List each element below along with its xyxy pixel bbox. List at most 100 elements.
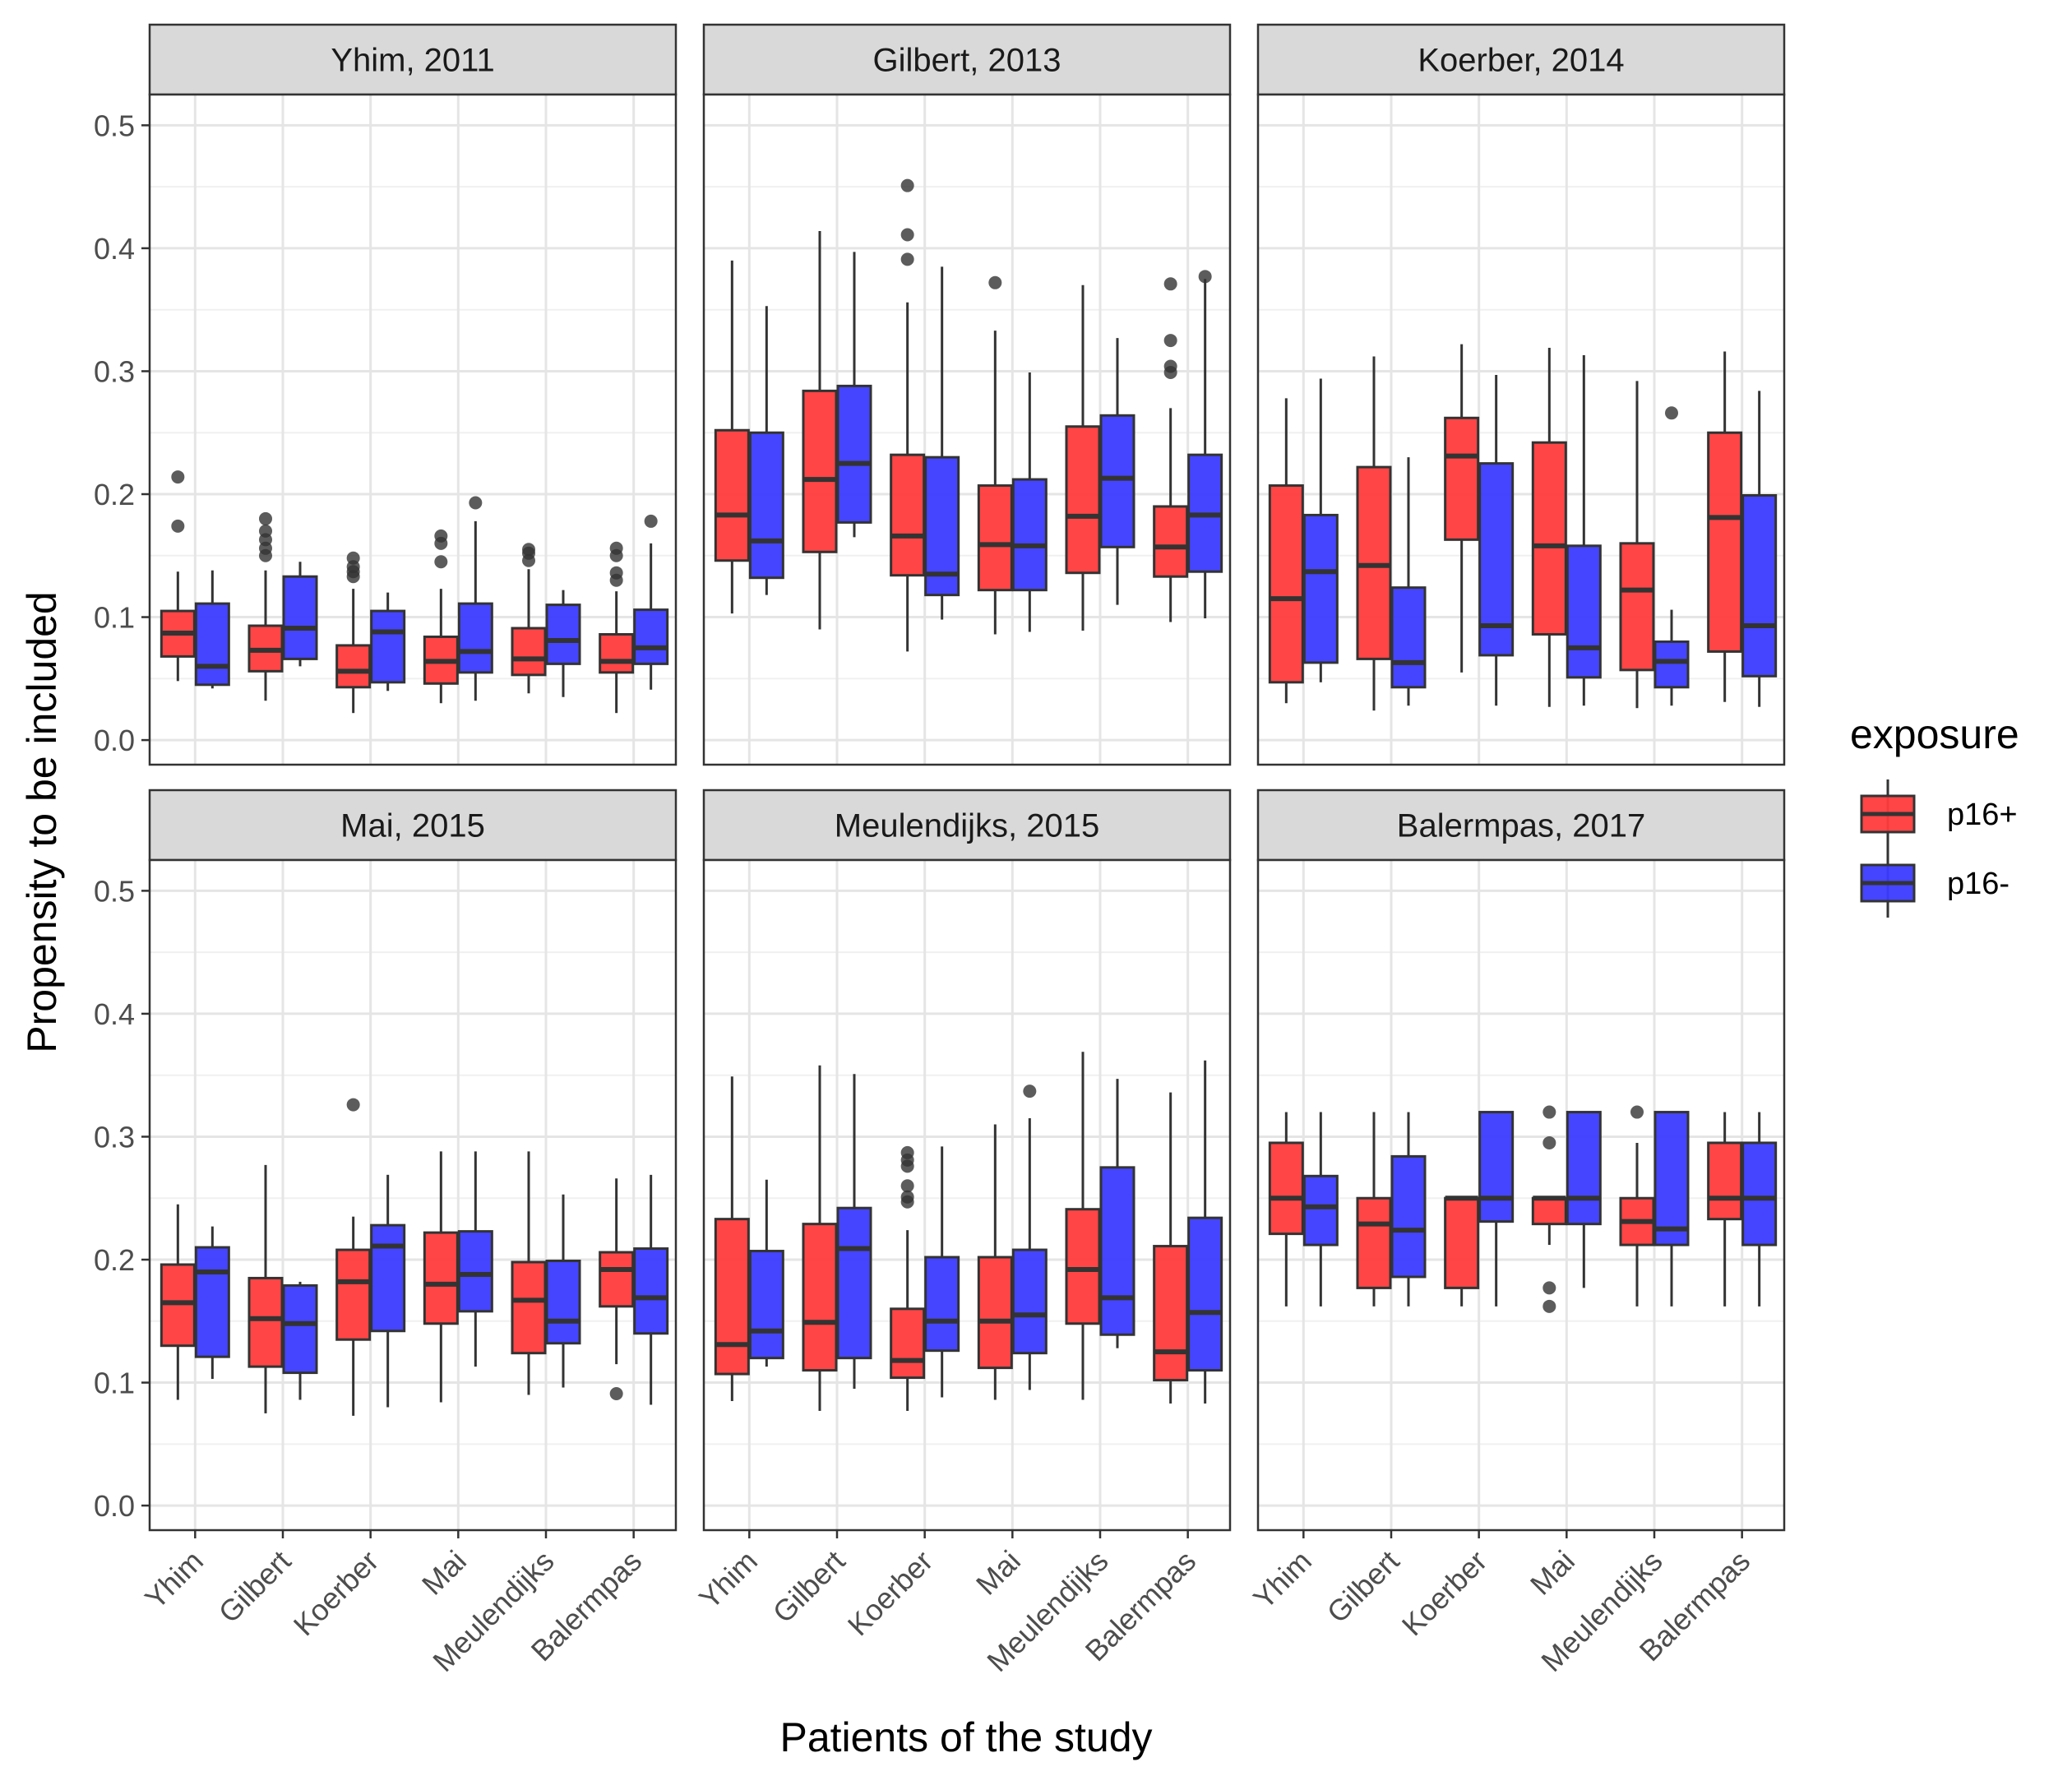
box-koerber-p16-neg: [924, 266, 960, 620]
outlier-point: [1163, 359, 1177, 373]
box-body: [977, 1256, 1013, 1370]
y-tick-label: 0.5: [94, 109, 135, 142]
legend-title: exposure: [1850, 711, 2019, 757]
legend: exposure p16+ p16-: [1850, 711, 2019, 918]
facet-strip-title: Meulendijks, 2015: [835, 808, 1099, 844]
box-gilbert-p16-neg: [1390, 457, 1427, 706]
box-body: [1390, 1154, 1427, 1279]
box-mai-p16-neg: [1011, 372, 1048, 632]
box-koerber-p16-pos: [890, 1145, 926, 1411]
y-tick-label: 0.0: [94, 1489, 135, 1523]
outlier-point: [1198, 270, 1212, 284]
y-tick-label: 0.5: [94, 874, 135, 908]
box-body: [1390, 586, 1427, 689]
box-koerber-p16-neg: [924, 1146, 960, 1398]
legend-label: p16+: [1947, 798, 2018, 832]
facet-strip-title: Gilbert, 2013: [872, 43, 1061, 79]
box-mai-p16-neg: [1566, 1111, 1602, 1288]
legend-keys: p16+ p16-: [1860, 779, 2018, 918]
legend-item-p16-pos: p16+: [1860, 779, 2018, 849]
y-tick-label: 0.0: [94, 724, 135, 757]
box-meulendijks-p16-neg: [1099, 1079, 1135, 1348]
box-mai-p16-neg: [1566, 355, 1602, 706]
box-body: [282, 1283, 318, 1375]
box-balermpas-p16-pos: [1707, 351, 1743, 702]
box-body: [545, 1260, 581, 1345]
box-yhim-p16-pos: [714, 1076, 750, 1401]
box-meulendijks-p16-neg: [545, 590, 581, 697]
box-koerber-p16-pos: [1444, 1196, 1480, 1307]
y-tick-label: 0.4: [94, 997, 135, 1031]
outlier-point: [609, 1387, 623, 1401]
box-koerber-p16-neg: [370, 1174, 406, 1408]
box-body: [1356, 1196, 1392, 1289]
panel-border: [702, 858, 1232, 1532]
outlier-point: [259, 511, 272, 525]
box-koerber-p16-neg: [1478, 1111, 1515, 1307]
box-balermpas-p16-pos: [1153, 1092, 1189, 1404]
box-meulendijks-p16-neg: [1653, 406, 1690, 706]
box-body: [247, 1276, 284, 1368]
outlier-point: [1163, 334, 1177, 348]
box-balermpas-p16-pos: [599, 1178, 635, 1401]
box-body: [633, 1247, 669, 1335]
outlier-point: [1023, 1085, 1037, 1098]
outlier-point: [1163, 277, 1177, 291]
box-yhim-p16-neg: [748, 306, 784, 595]
box-body: [423, 1231, 459, 1325]
outlier-point: [900, 252, 914, 266]
box-body: [599, 632, 635, 674]
box-body: [1065, 1208, 1101, 1325]
box-meulendijks-p16-pos: [1619, 381, 1655, 709]
outlier-point: [171, 470, 185, 484]
box-body: [714, 428, 750, 562]
panel-border: [1256, 93, 1786, 766]
plot-background: [1258, 860, 1784, 1530]
box-body: [335, 644, 372, 689]
box-body: [1268, 1141, 1304, 1236]
box-body: [335, 1248, 372, 1341]
box-yhim-p16-neg: [1302, 1112, 1339, 1307]
panel-mai-2015: Mai, 2015: [148, 789, 678, 1532]
box-body: [1444, 1196, 1480, 1289]
facet-strip-title: Mai, 2015: [340, 808, 485, 844]
outlier-point: [900, 1190, 914, 1204]
box-meulendijks-p16-pos: [1619, 1105, 1655, 1307]
outlier-point: [1630, 1105, 1644, 1119]
box-body: [1153, 505, 1189, 578]
box-body: [1566, 1111, 1602, 1226]
outlier-point: [900, 1179, 914, 1193]
facet-strip: [702, 23, 1232, 96]
panel-yhim-2011: Yhim, 2011: [148, 23, 678, 766]
y-tick-label: 0.1: [94, 601, 135, 635]
box-balermpas-p16-neg: [1741, 391, 1778, 707]
box-gilbert-p16-pos: [247, 1164, 284, 1413]
box-gilbert-p16-neg: [1390, 1112, 1427, 1307]
panel-border: [148, 93, 678, 766]
box-body: [633, 608, 669, 665]
outlier-point: [346, 551, 360, 565]
box-mai-p16-pos: [423, 529, 459, 704]
panel-border: [1256, 858, 1786, 1532]
box-yhim-p16-pos: [160, 470, 196, 682]
box-yhim-p16-neg: [194, 1226, 230, 1380]
y-axis-title: Propensity to be included: [19, 591, 65, 1052]
facet-strip: [1256, 23, 1786, 96]
box-mai-p16-pos: [1531, 1105, 1567, 1313]
box-body: [1099, 1166, 1135, 1336]
box-body: [1741, 1141, 1778, 1246]
box-body: [1531, 1196, 1567, 1226]
y-tick-label: 0.2: [94, 1243, 135, 1277]
box-body: [1653, 640, 1690, 689]
box-body: [194, 602, 230, 687]
box-balermpas-p16-neg: [1187, 1060, 1223, 1404]
box-mai-p16-pos: [1531, 348, 1567, 707]
box-balermpas-p16-neg: [1741, 1112, 1778, 1307]
box-body: [1653, 1111, 1690, 1246]
panel-gilbert-2013: Gilbert, 2013: [702, 23, 1232, 766]
x-axis-title: Patients of the study: [779, 1714, 1152, 1760]
box-mai-p16-neg: [1011, 1085, 1048, 1390]
box-koerber-p16-pos: [335, 551, 372, 714]
y-tick-label: 0.2: [94, 478, 135, 511]
box-koerber-p16-neg: [1478, 374, 1515, 706]
